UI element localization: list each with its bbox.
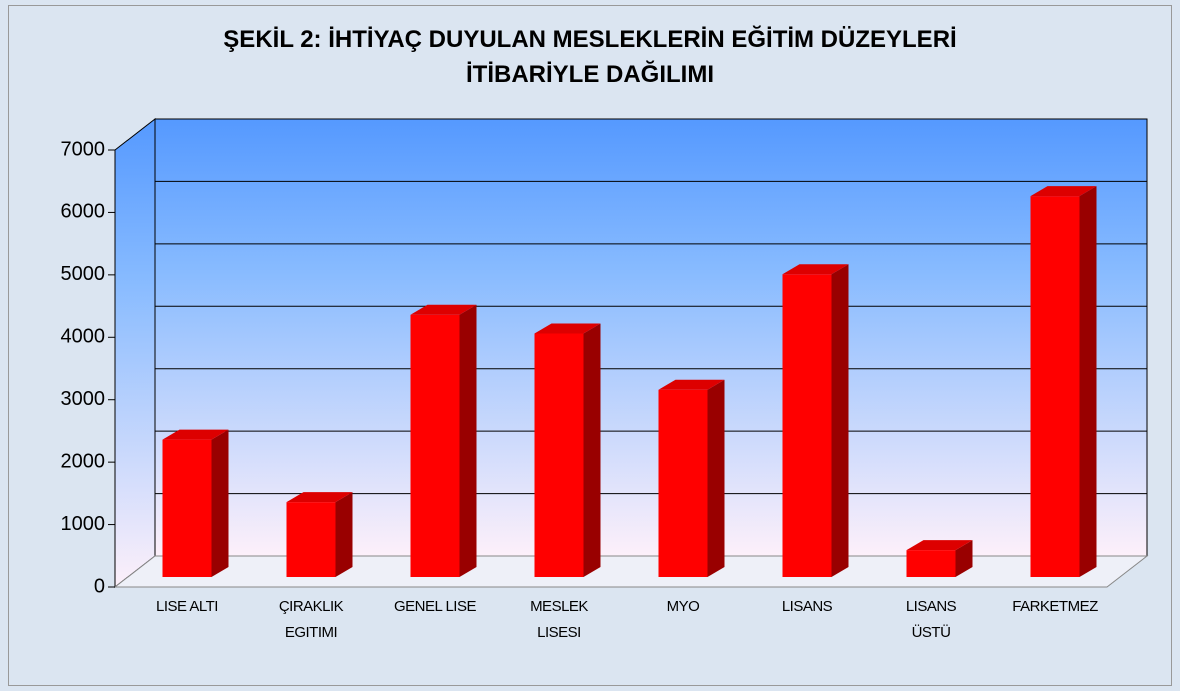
back-wall [154,118,1148,557]
bar-face [707,379,725,577]
x-tick-label: FARKETMEZ [1012,598,1098,615]
x-tick-label: LISANS ÜSTÜ [905,598,957,641]
bar-face [162,429,229,440]
bar-face [658,379,725,390]
bar [286,492,353,577]
bar-face [831,264,849,577]
y-tick-label: 4000 [61,326,106,348]
bar [410,304,477,577]
bar-face [782,264,849,275]
bar-face [335,492,353,577]
bar-face [1030,186,1097,197]
x-tick-label: MYO [666,598,700,615]
bar [162,429,229,577]
bar-face [410,314,460,577]
bar-face [459,304,477,577]
bar-face [1030,196,1080,577]
bar-face [534,323,601,334]
y-tick-label: 0 [94,575,105,597]
bar [658,379,725,577]
bar-face [955,540,973,577]
chart-title: ŞEKİL 2: İHTİYAÇ DUYULAN MESLEKLERİN EĞİ… [223,26,957,88]
bar-face [534,333,584,577]
bar-face [211,429,229,577]
bar [782,264,849,577]
x-tick-label: LISANS [781,598,833,615]
y-tick-label: 5000 [61,263,106,285]
bar-face [782,274,832,577]
bar [906,540,973,577]
bar-face [410,304,477,315]
bar-face [583,323,601,577]
bar-face [162,439,212,577]
x-tick-label: MESLEK LISESI [530,598,588,641]
bar-face [286,492,353,503]
bar [1030,186,1097,577]
bar-face [906,550,956,577]
floor [113,555,1149,588]
y-tick-label: 2000 [61,450,106,472]
y-tick-label: 3000 [61,388,106,410]
y-tick-label: 6000 [61,201,106,223]
bar-face [1079,186,1097,577]
left-wall [114,117,156,589]
y-tick-label: 1000 [61,513,106,535]
x-tick-label: GENEL LISE [394,598,476,615]
y-tick-label: 7000 [61,138,106,160]
x-tick-label: LISE ALTI [156,598,218,615]
bar-face [906,540,973,551]
bar-face [286,502,336,577]
bar-face [658,389,708,577]
chart-frame [8,5,1172,686]
x-tick-label: ÇIRAKLIK EGITIMI [278,598,344,641]
bar [534,323,601,577]
